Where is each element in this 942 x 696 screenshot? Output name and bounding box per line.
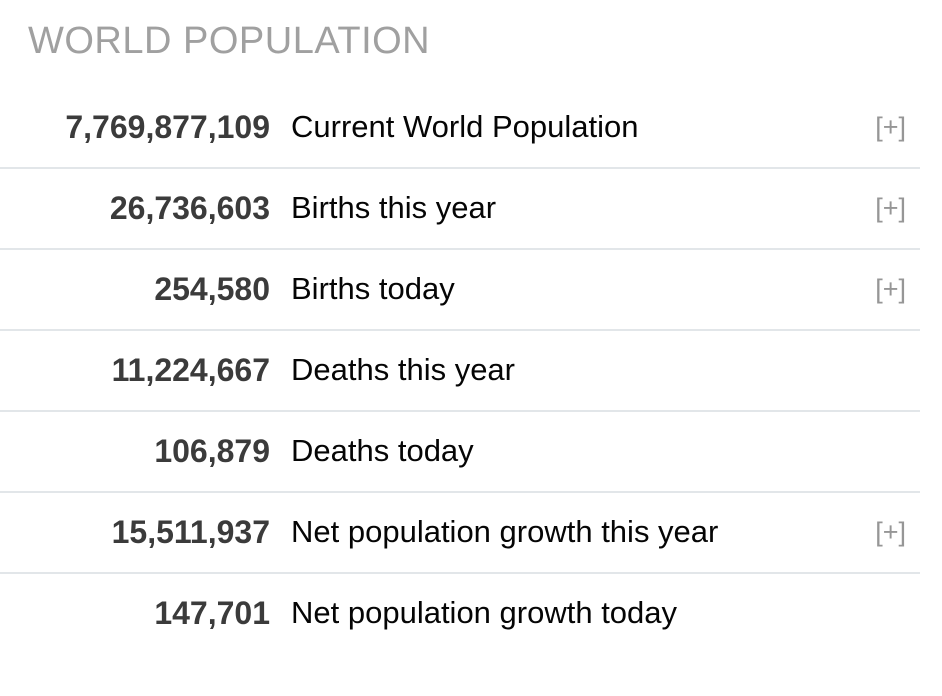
counter-label: Births today <box>291 271 455 307</box>
expand-button[interactable]: [+] <box>875 192 906 223</box>
world-population-widget: WORLD POPULATION 7,769,877,109 Current W… <box>0 20 942 653</box>
counter-value: 147,701 <box>154 594 270 631</box>
counter-value: 11,224,667 <box>111 351 270 388</box>
counter-label: Current World Population <box>291 109 639 145</box>
expand-button[interactable]: [+] <box>875 273 906 304</box>
counter-label: Deaths this year <box>291 352 515 388</box>
counter-row: 7,769,877,109 Current World Population [… <box>0 88 920 169</box>
expand-button[interactable]: [+] <box>875 111 906 142</box>
counter-row: 147,701 Net population growth today <box>0 574 920 653</box>
counters-table: 7,769,877,109 Current World Population [… <box>0 88 920 653</box>
counter-label: Net population growth today <box>291 595 678 631</box>
counter-row: 15,511,937 Net population growth this ye… <box>0 493 920 574</box>
counter-value: 106,879 <box>154 432 270 469</box>
counter-row: 106,879 Deaths today <box>0 412 920 493</box>
counter-row: 254,580 Births today [+] <box>0 250 920 331</box>
counter-value: 254,580 <box>154 270 270 307</box>
expand-button[interactable]: [+] <box>875 516 906 547</box>
counter-row: 26,736,603 Births this year [+] <box>0 169 920 250</box>
page-title: WORLD POPULATION <box>28 20 431 62</box>
counter-row: 11,224,667 Deaths this year <box>0 331 920 412</box>
counter-value: 26,736,603 <box>109 189 270 226</box>
counter-label: Births this year <box>291 190 497 226</box>
counter-value: 15,511,937 <box>111 513 270 550</box>
counter-value: 7,769,877,109 <box>65 108 270 145</box>
counter-label: Deaths today <box>291 433 474 469</box>
counter-label: Net population growth this year <box>291 514 719 550</box>
